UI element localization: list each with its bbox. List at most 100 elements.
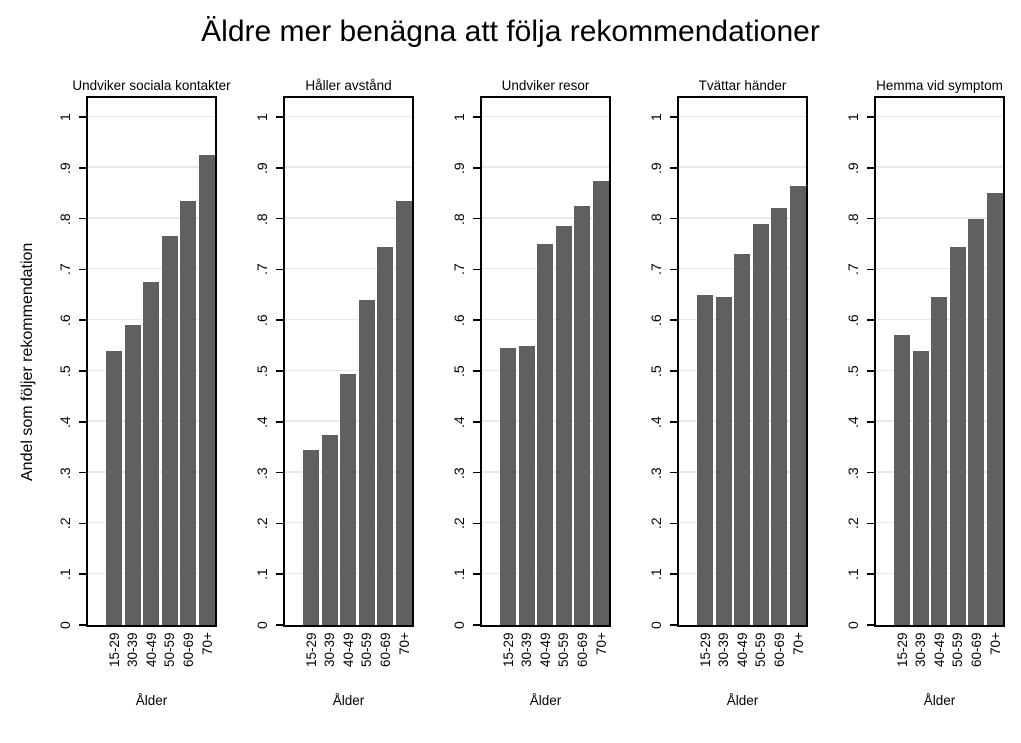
- y-tick-label: .7: [451, 263, 467, 276]
- y-tick-label: .6: [451, 314, 467, 327]
- y-tick: [867, 116, 874, 118]
- panel-body: 0 .1 .2 .3 .4 .5 .6 .7 .8 .9 1: [448, 96, 611, 629]
- y-tick: [473, 370, 480, 372]
- plot-area: [480, 96, 611, 627]
- y-tick: [473, 116, 480, 118]
- y-tick-label: .4: [254, 415, 270, 428]
- y-tick-label: 1: [57, 113, 73, 121]
- y-tick: [473, 573, 480, 575]
- x-tick-label: 50-59: [359, 632, 375, 667]
- y-tick: [867, 370, 874, 372]
- y-tick-label: .3: [57, 466, 73, 479]
- bar: [340, 373, 357, 625]
- bar: [593, 180, 609, 625]
- x-tick-label: 70+: [593, 632, 609, 655]
- y-tick-label: .9: [451, 161, 467, 174]
- y-tick-label: .5: [57, 365, 73, 377]
- bar: [912, 350, 929, 625]
- panel: Tvättar händer 0 .1 .2 .3 .4 .5 .6 .7 .8 .9 1 15-2…: [645, 74, 808, 708]
- panel-body: 0 .1 .2 .3 .4 .5 .6 .7 .8 .9 1: [645, 96, 808, 629]
- y-tick-label: .9: [254, 161, 270, 174]
- x-tick-label: 30-39: [913, 632, 929, 667]
- y-tick-label: .8: [254, 212, 270, 225]
- x-tick-label: 70+: [199, 632, 215, 655]
- bar: [537, 244, 554, 625]
- y-tick: [670, 319, 677, 321]
- x-tick-label: 15-29: [894, 632, 910, 667]
- x-tick-label: 40-49: [143, 632, 159, 667]
- x-tick-label: 30-39: [519, 632, 535, 667]
- gridline: [482, 166, 609, 168]
- y-tick: [79, 421, 86, 423]
- bar: [715, 297, 732, 625]
- y-tick-label: 0: [254, 621, 270, 629]
- y-tick-label: .9: [845, 161, 861, 174]
- y-tick: [79, 573, 86, 575]
- x-tick-label: 50-59: [753, 632, 769, 667]
- y-tick: [473, 624, 480, 626]
- y-tick-label: 1: [648, 113, 664, 121]
- x-axis-title: Ålder: [332, 693, 365, 708]
- bar: [396, 200, 412, 625]
- x-tick-label: 15-29: [697, 632, 713, 667]
- y-tick: [670, 471, 677, 474]
- y-tick: [79, 522, 86, 525]
- y-tick-label: 0: [648, 621, 664, 629]
- y-tick-label: .8: [845, 212, 861, 225]
- panel-header: Hemma vid symptom: [874, 74, 1005, 96]
- y-tick-label: .3: [254, 466, 270, 479]
- gridline: [88, 115, 215, 117]
- x-tick-label: 30-39: [125, 632, 141, 667]
- x-tick-label: 30-39: [322, 632, 338, 667]
- gridline: [285, 217, 412, 219]
- x-axis-title: Ålder: [529, 693, 562, 708]
- x-tick-label: 50-59: [556, 632, 572, 667]
- panel-title: Undviker sociala kontakter: [72, 78, 231, 93]
- x-tick-label: 40-49: [734, 632, 750, 667]
- gridline: [88, 217, 215, 219]
- y-tick-label: .1: [648, 568, 664, 581]
- y-tick-label: .7: [254, 263, 270, 276]
- bar: [518, 345, 535, 625]
- bar: [180, 200, 197, 625]
- y-tick-label: .6: [845, 314, 861, 327]
- y-tick: [79, 268, 86, 271]
- y-tick: [276, 522, 283, 525]
- y-tick-label: 0: [845, 621, 861, 629]
- panel: Håller avstånd 0 .1 .2 .3 .4 .5 .6 .7 .8 .9 1 15-2…: [251, 74, 414, 708]
- y-tick-label: .5: [451, 365, 467, 377]
- y-axis-title-column: Andel som följer rekommendation: [2, 74, 54, 649]
- panels: Undviker sociala kontakter 0 .1 .2 .3 .4 .5 .6…: [54, 74, 1005, 708]
- y-tick-label: .6: [648, 314, 664, 327]
- x-axis-labels: 15-29 30-39 40-49 50-59 60-69 70+: [677, 627, 808, 679]
- y-tick-label: .2: [57, 517, 73, 530]
- y-tick: [670, 370, 677, 372]
- x-tick-label: 15-29: [106, 632, 122, 667]
- y-tick: [473, 167, 480, 169]
- y-tick-label: .8: [451, 212, 467, 225]
- panel-body: 0 .1 .2 .3 .4 .5 .6 .7 .8 .9 1: [842, 96, 1005, 629]
- bar: [734, 254, 751, 625]
- y-tick-label: .8: [648, 212, 664, 225]
- y-tick: [276, 370, 283, 372]
- y-tick-label: 1: [845, 113, 861, 121]
- bar: [771, 208, 788, 625]
- y-tick: [276, 217, 283, 220]
- y-tick: [867, 421, 874, 423]
- y-tick: [276, 471, 283, 474]
- x-tick-label: 40-49: [340, 632, 356, 667]
- bar: [124, 325, 141, 625]
- x-tick-label: 60-69: [574, 632, 590, 667]
- gridline: [876, 166, 1003, 168]
- bar: [752, 223, 769, 625]
- y-tick-label: .9: [57, 161, 73, 174]
- y-tick: [867, 522, 874, 525]
- gridline: [285, 166, 412, 168]
- x-tick-label: 40-49: [931, 632, 947, 667]
- gridline: [679, 115, 806, 117]
- panel-header: Undviker sociala kontakter: [72, 74, 230, 96]
- bar: [161, 236, 178, 625]
- y-tick-label: .4: [57, 415, 73, 428]
- y-tick: [473, 522, 480, 525]
- y-tick: [276, 268, 283, 271]
